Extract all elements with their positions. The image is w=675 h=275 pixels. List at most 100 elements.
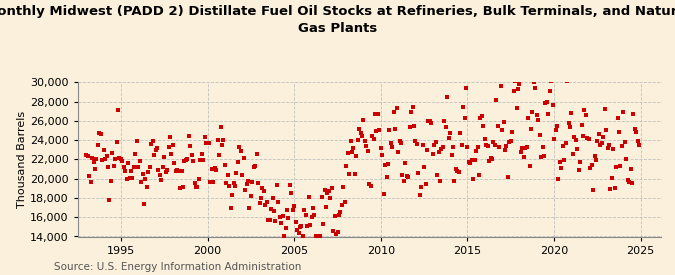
Point xyxy=(465,161,476,165)
Point xyxy=(261,199,272,204)
Point xyxy=(388,109,399,114)
Point xyxy=(179,159,190,163)
Point xyxy=(544,88,555,93)
Point xyxy=(530,85,541,90)
Point xyxy=(608,147,619,152)
Point xyxy=(494,145,505,149)
Point xyxy=(95,131,106,136)
Point xyxy=(244,206,255,210)
Point xyxy=(289,204,300,208)
Point xyxy=(374,128,385,133)
Point xyxy=(340,200,350,204)
Point xyxy=(247,180,258,184)
Point xyxy=(230,184,240,188)
Point xyxy=(293,231,304,235)
Point xyxy=(377,152,387,157)
Point xyxy=(456,142,467,147)
Point xyxy=(440,125,451,129)
Point xyxy=(500,147,510,152)
Point xyxy=(508,89,519,94)
Point xyxy=(271,183,282,187)
Point xyxy=(615,164,626,168)
Point xyxy=(284,183,295,187)
Point xyxy=(592,139,603,144)
Point xyxy=(351,154,362,158)
Point xyxy=(126,169,136,173)
Point xyxy=(630,126,641,131)
Point xyxy=(634,143,645,147)
Point xyxy=(437,145,448,149)
Point xyxy=(166,152,177,156)
Point xyxy=(450,167,461,171)
Point xyxy=(190,184,201,189)
Point xyxy=(346,150,357,155)
Point xyxy=(550,128,561,132)
Point xyxy=(165,135,176,139)
Y-axis label: Thousand Barrels: Thousand Barrels xyxy=(17,111,27,208)
Point xyxy=(90,167,101,171)
Point xyxy=(252,181,263,186)
Point xyxy=(207,167,217,171)
Point xyxy=(420,181,431,186)
Point xyxy=(281,207,292,212)
Point xyxy=(443,136,454,140)
Point xyxy=(373,112,383,116)
Point xyxy=(527,110,538,114)
Point xyxy=(279,233,290,238)
Point xyxy=(392,106,402,111)
Point xyxy=(475,116,486,120)
Point xyxy=(260,203,271,208)
Point xyxy=(576,123,587,127)
Point xyxy=(365,184,376,189)
Point xyxy=(246,194,256,199)
Point xyxy=(167,142,178,147)
Point xyxy=(321,205,331,210)
Point xyxy=(610,186,620,191)
Point xyxy=(485,156,496,161)
Point xyxy=(231,171,242,175)
Point xyxy=(178,185,188,189)
Point xyxy=(385,141,396,145)
Point xyxy=(614,130,624,134)
Point xyxy=(147,139,158,143)
Point xyxy=(269,209,279,213)
Point xyxy=(531,113,542,117)
Point xyxy=(558,144,568,148)
Point xyxy=(236,149,246,153)
Point xyxy=(572,146,583,151)
Point xyxy=(387,145,398,150)
Point xyxy=(425,119,435,124)
Point xyxy=(556,166,567,170)
Point xyxy=(175,185,186,190)
Point xyxy=(172,168,183,172)
Point xyxy=(534,133,545,137)
Point xyxy=(283,216,294,220)
Point xyxy=(417,143,428,148)
Point xyxy=(442,95,453,99)
Point xyxy=(518,155,529,159)
Point xyxy=(482,144,493,148)
Point xyxy=(104,198,115,202)
Point xyxy=(180,158,191,163)
Point xyxy=(605,187,616,191)
Point xyxy=(325,196,335,200)
Point xyxy=(222,173,233,177)
Point xyxy=(148,153,159,157)
Point xyxy=(115,157,126,161)
Point xyxy=(288,208,298,212)
Point xyxy=(455,131,466,136)
Point xyxy=(481,143,491,147)
Point xyxy=(328,229,339,233)
Point xyxy=(362,149,373,153)
Point xyxy=(160,170,171,174)
Point xyxy=(81,153,92,157)
Point xyxy=(435,179,446,184)
Point xyxy=(331,232,342,236)
Point xyxy=(522,116,533,120)
Point xyxy=(137,171,148,176)
Point xyxy=(162,168,173,172)
Point xyxy=(510,79,520,83)
Point xyxy=(173,169,184,173)
Point xyxy=(232,160,243,165)
Point xyxy=(412,142,423,147)
